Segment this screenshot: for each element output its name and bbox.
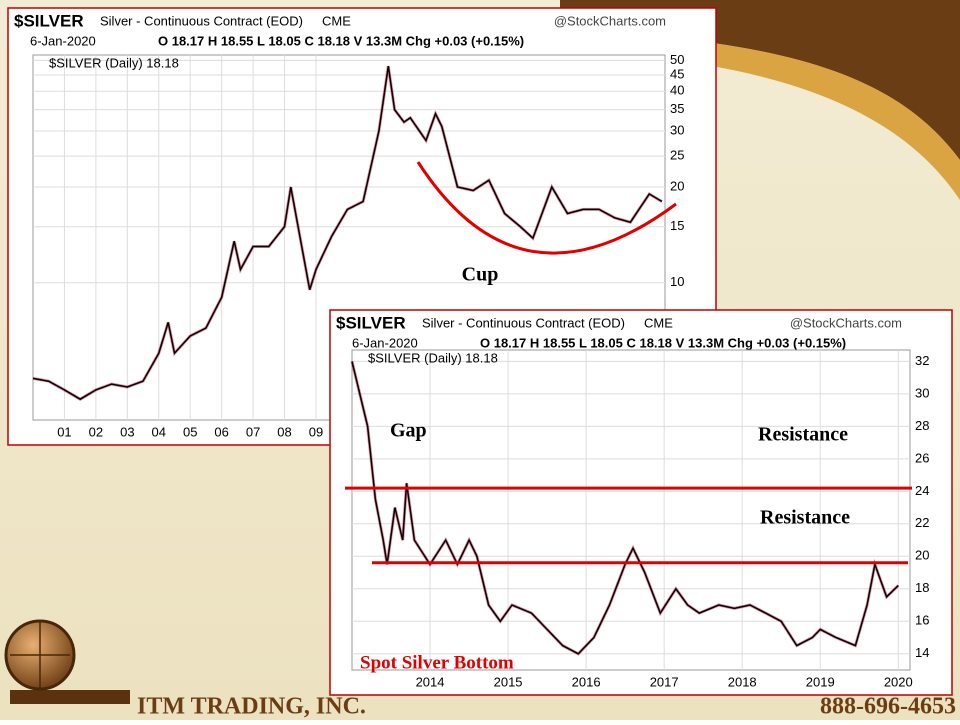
quote: O 18.17 H 18.55 L 18.05 C 18.18 V 13.3M …: [480, 335, 846, 350]
y-tick-label: 28: [915, 418, 929, 433]
contract-name: Silver - Continuous Contract (EOD): [422, 315, 625, 330]
exchange: CME: [644, 315, 673, 330]
y-tick-label: 40: [670, 83, 684, 98]
x-tick-label: 2020: [884, 674, 913, 689]
price-line: [351, 361, 899, 655]
y-tick-label: 14: [915, 645, 929, 660]
annotation: Resistance: [758, 424, 848, 446]
x-tick-label: 06: [214, 424, 228, 439]
quote: O 18.17 H 18.55 L 18.05 C 18.18 V 13.3M …: [158, 33, 524, 48]
y-tick-label: 20: [670, 178, 684, 193]
phone: 888-696-4653: [820, 694, 956, 720]
y-tick-label: 25: [670, 148, 684, 163]
contract-name: Silver - Continuous Contract (EOD): [100, 13, 303, 28]
cup-curve: [416, 161, 677, 255]
symbol: $SILVER: [14, 11, 84, 30]
symbol: $SILVER: [336, 313, 406, 332]
y-tick-label: 26: [915, 450, 929, 465]
date: 6-Jan-2020: [30, 33, 96, 48]
source: @StockCharts.com: [554, 13, 666, 28]
x-tick-label: 2019: [806, 674, 835, 689]
x-tick-label: 05: [183, 424, 197, 439]
y-tick-label: 50: [670, 52, 684, 67]
y-tick-label: 45: [670, 66, 684, 81]
annotation: Spot Silver Bottom: [360, 652, 514, 673]
annotation: Cup: [462, 264, 499, 286]
y-tick-label: 20: [915, 548, 929, 563]
chart-panel: $SILVER Silver - Continuous Contract (EOD…: [329, 309, 953, 696]
swoosh-dark: [560, 0, 960, 160]
y-tick-label: 32: [915, 353, 929, 368]
x-tick-label: 02: [89, 424, 103, 439]
y-tick-label: 10: [670, 274, 684, 289]
annotation: Gap: [390, 420, 427, 442]
x-tick-label: 2017: [650, 674, 679, 689]
x-tick-label: 2015: [494, 674, 523, 689]
y-tick-label: 16: [915, 613, 929, 628]
x-tick-label: 09: [309, 424, 323, 439]
annotation: Resistance: [760, 507, 850, 529]
x-tick-label: 2014: [416, 674, 445, 689]
x-tick-label: 2016: [572, 674, 601, 689]
x-tick-label: 08: [277, 424, 291, 439]
globe-icon: [4, 619, 130, 704]
x-tick-label: 2018: [728, 674, 757, 689]
x-tick-label: 04: [152, 424, 166, 439]
exchange: CME: [322, 13, 351, 28]
company-name: ITM TRADING, INC.: [137, 694, 366, 720]
plot-area: [351, 349, 911, 671]
y-tick-label: 15: [670, 218, 684, 233]
y-tick-label: 30: [915, 385, 929, 400]
y-tick-label: 30: [670, 122, 684, 137]
y-tick-label: 18: [915, 580, 929, 595]
legend-label: $SILVER (Daily) 18.18: [368, 350, 498, 365]
x-tick-label: 03: [120, 424, 134, 439]
y-tick-label: 35: [670, 101, 684, 116]
y-tick-label: 24: [915, 483, 929, 498]
legend-label: $SILVER (Daily) 18.18: [49, 55, 179, 70]
x-tick-label: 07: [246, 424, 260, 439]
date: 6-Jan-2020: [352, 335, 418, 350]
y-tick-label: 22: [915, 515, 929, 530]
price-line: [32, 65, 663, 401]
source: @StockCharts.com: [790, 315, 902, 330]
x-tick-label: 01: [57, 424, 71, 439]
